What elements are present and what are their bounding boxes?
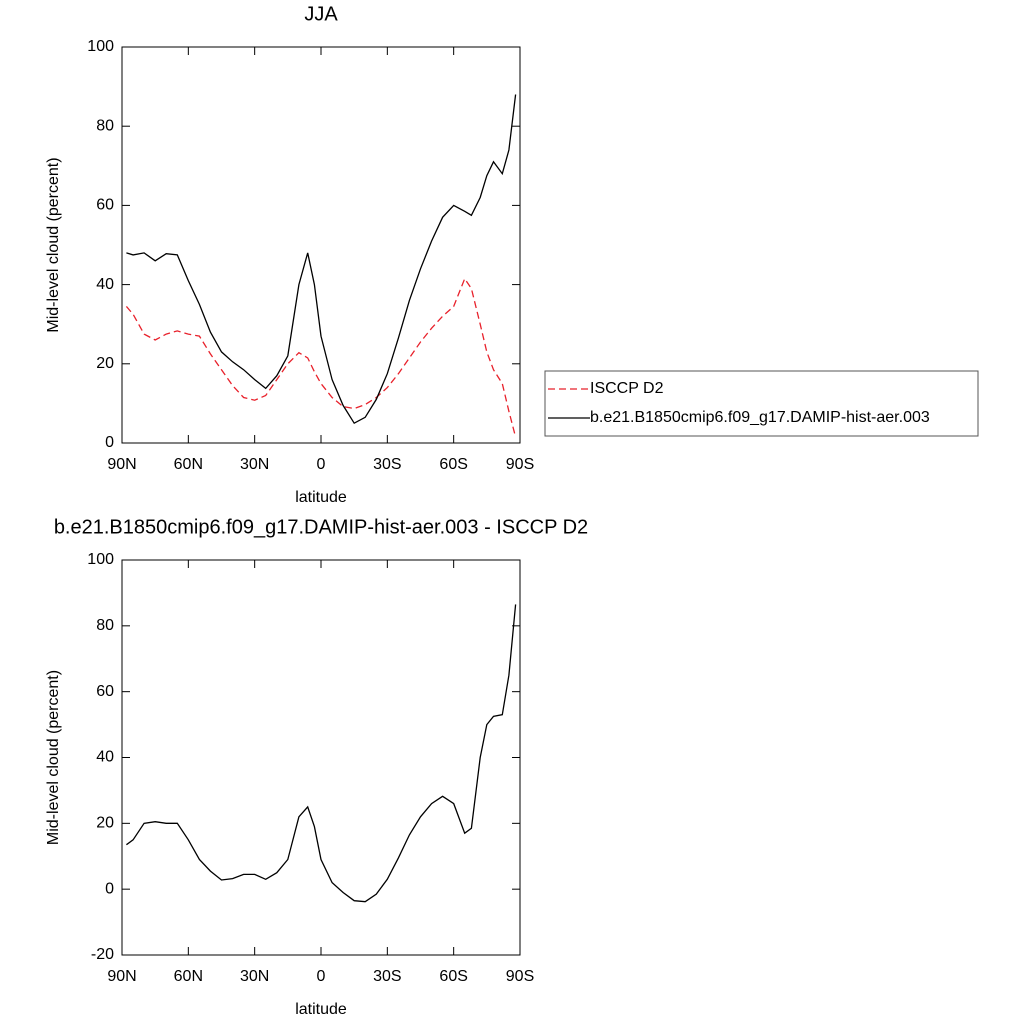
x-tick-label: 30N bbox=[240, 968, 269, 985]
y-tick-label: 0 bbox=[105, 434, 114, 451]
legend-label: ISCCP D2 bbox=[590, 380, 664, 397]
x-tick-label: 60S bbox=[439, 456, 467, 473]
y-tick-label: 60 bbox=[96, 197, 114, 214]
x-axis-label: latitude bbox=[295, 1001, 347, 1018]
y-tick-label: 60 bbox=[96, 683, 114, 700]
x-tick-label: 90S bbox=[506, 456, 534, 473]
y-tick-label: 40 bbox=[96, 749, 114, 766]
y-tick-label: 20 bbox=[96, 815, 114, 832]
legend-box bbox=[544, 370, 979, 437]
data-line bbox=[126, 604, 517, 903]
y-tick-label: 80 bbox=[96, 117, 114, 134]
y-axis-label: Mid-level cloud (percent) bbox=[45, 670, 62, 845]
x-tick-label: 30S bbox=[373, 456, 401, 473]
y-tick-label: 80 bbox=[96, 617, 114, 634]
x-tick-label: 30N bbox=[240, 456, 269, 473]
y-tick-label: 0 bbox=[105, 880, 114, 897]
plot-frame bbox=[121, 46, 521, 444]
x-tick-label: 0 bbox=[317, 968, 326, 985]
y-tick-label: 100 bbox=[87, 551, 114, 568]
chart-title: b.e21.B1850cmip6.f09_g17.DAMIP-hist-aer.… bbox=[54, 516, 588, 538]
x-tick-label: 90N bbox=[107, 456, 136, 473]
x-tick-label: 90S bbox=[506, 968, 534, 985]
chart-title: JJA bbox=[304, 3, 338, 25]
data-line bbox=[125, 277, 517, 438]
x-axis-label: latitude bbox=[295, 489, 347, 506]
x-tick-label: 0 bbox=[317, 456, 326, 473]
y-tick-label: 40 bbox=[96, 276, 114, 293]
data-line bbox=[126, 94, 517, 425]
legend-label: b.e21.B1850cmip6.f09_g17.DAMIP-hist-aer.… bbox=[590, 409, 930, 426]
x-tick-label: 30S bbox=[373, 968, 401, 985]
x-tick-label: 60N bbox=[174, 456, 203, 473]
plot-frame bbox=[121, 559, 521, 956]
y-tick-label: 20 bbox=[96, 355, 114, 372]
x-tick-label: 60N bbox=[174, 968, 203, 985]
x-tick-label: 90N bbox=[107, 968, 136, 985]
y-axis-label: Mid-level cloud (percent) bbox=[45, 157, 62, 332]
y-tick-label: -20 bbox=[91, 946, 114, 963]
x-tick-label: 60S bbox=[439, 968, 467, 985]
y-tick-label: 100 bbox=[87, 38, 114, 55]
